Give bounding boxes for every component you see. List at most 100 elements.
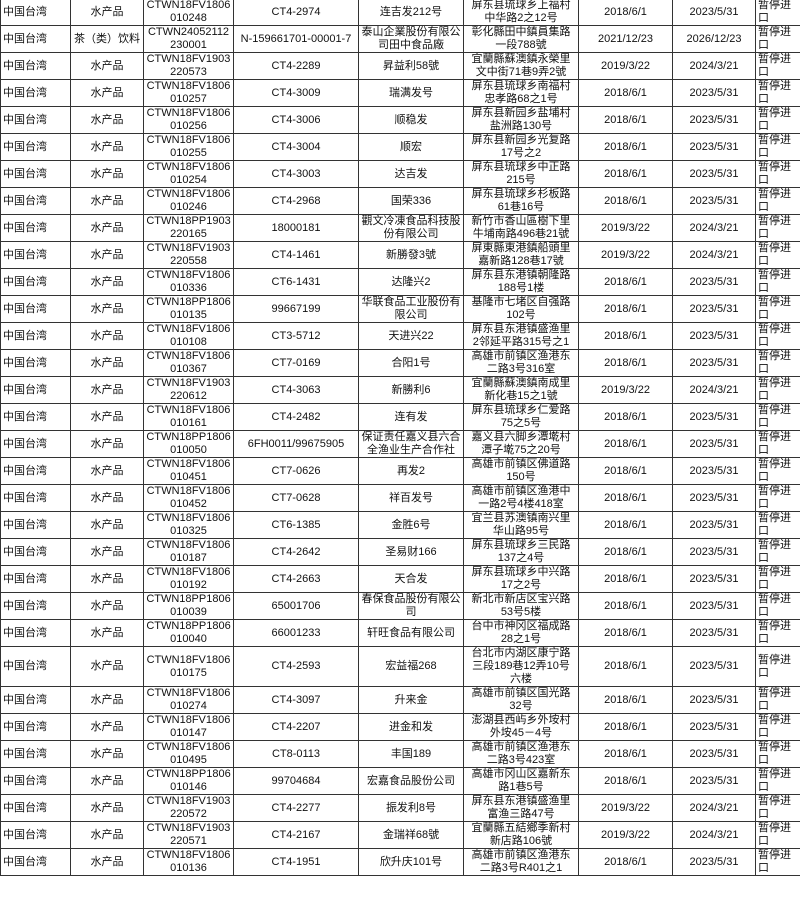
- country-cell: 中国台湾: [0, 187, 71, 215]
- country-cell: 中国台湾: [0, 268, 71, 296]
- company-cell: 顺稳发: [358, 106, 464, 134]
- start-date-cell: 2018/6/1: [578, 484, 673, 512]
- end-date-cell: 2023/5/31: [672, 848, 756, 876]
- address-cell: 屏东县东港镇盛渔里2邻延平路315号之1: [463, 322, 579, 350]
- country-cell: 中国台湾: [0, 25, 71, 53]
- address-cell: 屏东县琉球乡杉板路61巷16号: [463, 187, 579, 215]
- product-cell: 水产品: [70, 133, 144, 161]
- country-cell: 中国台湾: [0, 740, 71, 768]
- status-cell: 暂停进口: [755, 133, 800, 161]
- company-cell: 宏益福268: [358, 646, 464, 687]
- country-cell: 中国台湾: [0, 349, 71, 377]
- start-date-cell: 2018/6/1: [578, 79, 673, 107]
- country-cell: 中国台湾: [0, 484, 71, 512]
- start-date-cell: 2018/6/1: [578, 646, 673, 687]
- product-cell: 水产品: [70, 106, 144, 134]
- country-cell: 中国台湾: [0, 565, 71, 593]
- table-row: 中国台湾 水产品 CTWN18FV1903220612 CT4-3063 新勝利6 宜蘭縣…: [0, 376, 800, 404]
- country-cell: 中国台湾: [0, 794, 71, 822]
- address-cell: 屏东县琉球乡中正路215号: [463, 160, 579, 188]
- status-cell: 暂停进口: [755, 848, 800, 876]
- start-date-cell: 2018/6/1: [578, 187, 673, 215]
- start-date-cell: 2018/6/1: [578, 322, 673, 350]
- registration-code-cell: CTWN18PP1903220165: [143, 214, 234, 242]
- address-cell: 屏东县东港镇朝隆路188号1楼: [463, 268, 579, 296]
- registration-code-cell: CTWN18FV1806010325: [143, 511, 234, 539]
- approval-number-cell: 18000181: [233, 214, 359, 242]
- approval-number-cell: CT6-1431: [233, 268, 359, 296]
- end-date-cell: 2023/5/31: [672, 740, 756, 768]
- product-cell: 水产品: [70, 686, 144, 714]
- company-cell: 新勝發3號: [358, 241, 464, 269]
- company-cell: 保证责任嘉义县六合全渔业生产合作社: [358, 430, 464, 458]
- company-cell: 振发利8号: [358, 794, 464, 822]
- approval-number-cell: CT4-3063: [233, 376, 359, 404]
- registration-code-cell: CTWN24052112230001: [143, 25, 234, 53]
- end-date-cell: 2023/5/31: [672, 403, 756, 431]
- start-date-cell: 2021/12/23: [578, 25, 673, 53]
- end-date-cell: 2024/3/21: [672, 794, 756, 822]
- product-cell: 水产品: [70, 740, 144, 768]
- status-cell: 暂停进口: [755, 376, 800, 404]
- status-cell: 暂停进口: [755, 241, 800, 269]
- country-cell: 中国台湾: [0, 646, 71, 687]
- address-cell: 基隆市七堵区自强路102号: [463, 295, 579, 323]
- end-date-cell: 2026/12/23: [672, 25, 756, 53]
- registration-code-cell: CTWN18FV1806010246: [143, 187, 234, 215]
- table-row: 中国台湾 水产品 CTWN18FV1806010161 CT4-2482 连有发 屏东县琉…: [0, 403, 800, 431]
- status-cell: 暂停进口: [755, 0, 800, 26]
- status-cell: 暂停进口: [755, 565, 800, 593]
- table-row: 中国台湾 水产品 CTWN18FV1806010175 CT4-2593 宏益福268 台…: [0, 646, 800, 687]
- address-cell: 高雄市冈山区嘉新东路1巷5号: [463, 767, 579, 795]
- table-row: 中国台湾 水产品 CTWN18FV1806010367 CT7-0169 合阳1号 高雄市…: [0, 349, 800, 377]
- end-date-cell: 2023/5/31: [672, 349, 756, 377]
- status-cell: 暂停进口: [755, 403, 800, 431]
- registration-code-cell: CTWN18PP1806010040: [143, 619, 234, 647]
- approval-number-cell: CT7-0169: [233, 349, 359, 377]
- company-cell: 进金和发: [358, 713, 464, 741]
- end-date-cell: 2023/5/31: [672, 619, 756, 647]
- country-cell: 中国台湾: [0, 538, 71, 566]
- end-date-cell: 2023/5/31: [672, 686, 756, 714]
- start-date-cell: 2018/6/1: [578, 740, 673, 768]
- status-cell: 暂停进口: [755, 511, 800, 539]
- start-date-cell: 2018/6/1: [578, 106, 673, 134]
- table-row: 中国台湾 水产品 CTWN18FV1806010452 CT7-0628 祥百发号 高雄市…: [0, 484, 800, 512]
- product-cell: 水产品: [70, 511, 144, 539]
- status-cell: 暂停进口: [755, 794, 800, 822]
- approval-number-cell: CT4-2207: [233, 713, 359, 741]
- table-row: 中国台湾 水产品 CTWN18FV1903220573 CT4-2289 昇益利58號宜…: [0, 52, 800, 80]
- end-date-cell: 2023/5/31: [672, 295, 756, 323]
- status-cell: 暂停进口: [755, 619, 800, 647]
- company-cell: 升来金: [358, 686, 464, 714]
- start-date-cell: 2019/3/22: [578, 821, 673, 849]
- approval-number-cell: CT4-3004: [233, 133, 359, 161]
- country-cell: 中国台湾: [0, 592, 71, 620]
- start-date-cell: 2019/3/22: [578, 214, 673, 242]
- end-date-cell: 2023/5/31: [672, 592, 756, 620]
- product-cell: 水产品: [70, 241, 144, 269]
- approval-number-cell: 65001706: [233, 592, 359, 620]
- registration-code-cell: CTWN18FV1806010161: [143, 403, 234, 431]
- status-cell: 暂停进口: [755, 295, 800, 323]
- start-date-cell: 2018/6/1: [578, 349, 673, 377]
- registration-code-cell: CTWN18FV1806010495: [143, 740, 234, 768]
- product-cell: 水产品: [70, 646, 144, 687]
- approval-number-cell: N-159661701-00001-7: [233, 25, 359, 53]
- company-cell: 丰国189: [358, 740, 464, 768]
- registration-code-cell: CTWN18FV1806010147: [143, 713, 234, 741]
- address-cell: 新竹市香山區樹下里牛埔南路496巷21號: [463, 214, 579, 242]
- table-row: 中国台湾 水产品 CTWN18FV1806010136 CT4-1951 欣升庆101号…: [0, 848, 800, 876]
- table-row: 中国台湾 水产品 CTWN18PP1806010050 6FH0011/9967590…: [0, 430, 800, 458]
- registration-code-cell: CTWN18PP1806010135: [143, 295, 234, 323]
- status-cell: 暂停进口: [755, 349, 800, 377]
- address-cell: 屏东县琉球乡南福村忠孝路68之1号: [463, 79, 579, 107]
- end-date-cell: 2023/5/31: [672, 322, 756, 350]
- product-cell: 水产品: [70, 187, 144, 215]
- start-date-cell: 2018/6/1: [578, 619, 673, 647]
- start-date-cell: 2018/6/1: [578, 538, 673, 566]
- start-date-cell: 2018/6/1: [578, 0, 673, 26]
- address-cell: 台中市神冈区福成路28之1号: [463, 619, 579, 647]
- status-cell: 暂停进口: [755, 268, 800, 296]
- end-date-cell: 2023/5/31: [672, 106, 756, 134]
